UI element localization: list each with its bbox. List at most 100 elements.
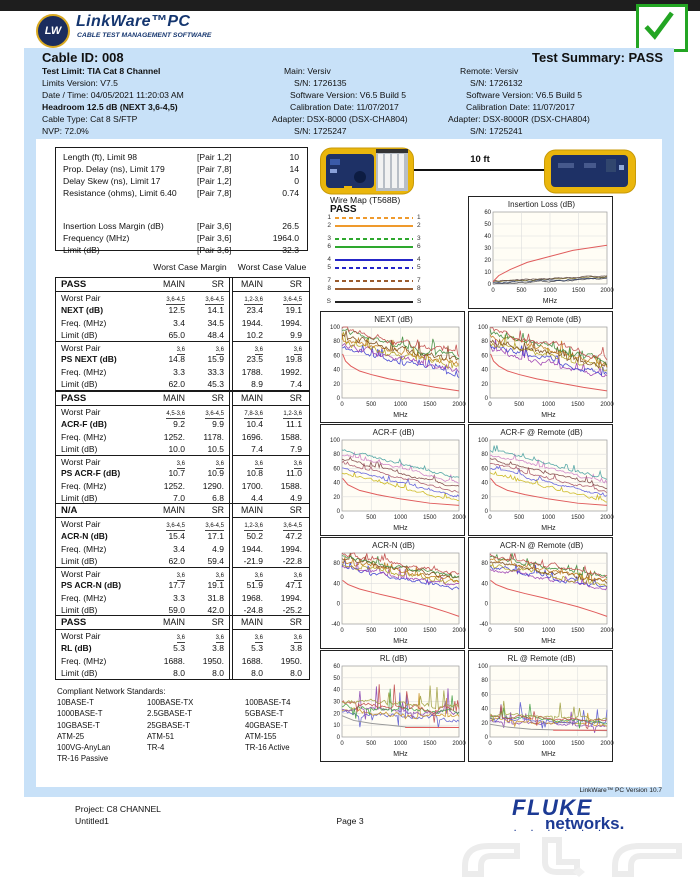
- table-cell: 47.1: [285, 580, 302, 591]
- table-cell: 1700.: [241, 480, 263, 491]
- watermark: [462, 837, 682, 877]
- svg-text:1500: 1500: [423, 402, 437, 408]
- length-table-row: Limit (dB) [Pair 3,6] 32.3: [56, 244, 307, 256]
- worst-pair-value: 3,6: [293, 347, 302, 355]
- table-cell: 10.5: [207, 443, 224, 454]
- svg-text:2000: 2000: [600, 288, 614, 294]
- software-version-label: LinkWare™ PC Version 10.7: [579, 787, 663, 794]
- table-cell: 4,5-3,6: [153, 406, 192, 419]
- table-cell: 1688.: [241, 655, 263, 666]
- length-results-table: Length (ft), Limit 98 [Pair 1,2] 10 Prop. D…: [55, 147, 308, 255]
- compliant-standards: Compliant Network Standards: 10BASE-T 100…: [57, 686, 327, 765]
- lw-badge-icon: LW: [36, 14, 70, 48]
- table-cell: PASS: [56, 392, 153, 406]
- table-cell: 33.3: [207, 366, 224, 377]
- svg-text:500: 500: [514, 515, 525, 521]
- table-cell: 62.0: [168, 378, 185, 389]
- summary-left-line: Headroom 12.5 dB (NEXT 3,6-4,5): [42, 101, 178, 112]
- worst-case-value-header: Worst Case Value: [237, 262, 307, 272]
- standards-grid: 10BASE-T 100BASE-TX 100BASE-T4 1000BASE-T 2.…: [57, 697, 327, 765]
- table-cell: 7,8-3,6: [231, 406, 270, 419]
- summary-remote-line: Remote: Versiv: [460, 66, 519, 76]
- svg-text:100: 100: [478, 325, 489, 331]
- length-row-pair: [Pair 1,2]: [197, 176, 232, 186]
- length-row-value: 14: [289, 164, 299, 174]
- svg-text:2000: 2000: [452, 515, 466, 521]
- summary-left-line: Test Limit: TIA Cat 8 Channel: [42, 66, 161, 76]
- svg-text:2000: 2000: [452, 741, 466, 747]
- svg-text:0: 0: [485, 735, 489, 741]
- svg-text:50: 50: [484, 222, 491, 228]
- svg-text:20: 20: [333, 382, 340, 388]
- table-cell: 7.4: [290, 378, 302, 389]
- svg-text:-40: -40: [331, 622, 340, 628]
- svg-text:MHz: MHz: [541, 751, 556, 758]
- svg-text:20: 20: [481, 495, 488, 501]
- project-label: Project: C8 CHANNEL: [75, 804, 161, 814]
- standard-item: ATM-25: [57, 731, 85, 741]
- worst-pair-value: 3,6: [215, 347, 224, 355]
- table-cell: SR: [192, 278, 231, 292]
- svg-text:0: 0: [337, 602, 341, 608]
- wire-pin-left: 2: [327, 222, 331, 229]
- length-table-row: Delay Skew (ns), Limit 17 [Pair 1,2] 0: [56, 175, 307, 187]
- logo-dots: · · · · · ·: [514, 826, 608, 835]
- table-cell: 3,6: [270, 630, 309, 643]
- standard-item: TR-16 Active: [245, 743, 290, 753]
- svg-text:0: 0: [485, 509, 489, 515]
- table-cell: 51.9: [246, 580, 263, 591]
- table-cell: 14.1: [207, 305, 224, 316]
- table-cell: 59.4: [207, 555, 224, 566]
- table-cell: 3,6: [231, 341, 270, 355]
- wire-line: [335, 217, 413, 219]
- standard-item: 10GBASE-T: [57, 720, 100, 730]
- table-cell: 11.0: [286, 468, 302, 479]
- svg-text:100: 100: [478, 664, 489, 670]
- table-cell: 3.8: [290, 643, 302, 654]
- table-cell: RL (dB): [61, 643, 92, 654]
- length-row-label: Prop. Delay (ns), Limit 179: [63, 164, 165, 174]
- length-row-label: Frequency (MHz): [63, 233, 130, 243]
- table-cell: 1588.: [280, 480, 302, 491]
- svg-text:2000: 2000: [600, 515, 614, 521]
- table-cell: 3,6: [231, 630, 270, 643]
- summary-remote-line: Adapter: DSX-8000R (DSX-CHA804): [448, 113, 590, 124]
- summary-remote-line: Software Version: V6.5 Build 5: [466, 89, 583, 100]
- svg-text:80: 80: [481, 452, 488, 458]
- svg-text:80: 80: [481, 678, 488, 684]
- table-cell: 10.2: [246, 329, 263, 340]
- table-cell: 1252.: [163, 431, 185, 442]
- standard-item: TR-16 Passive: [57, 754, 109, 764]
- svg-text:80: 80: [333, 339, 340, 345]
- standard-item: 1000BASE-T: [57, 709, 103, 719]
- table-cell: 3.4: [173, 543, 185, 554]
- rl-chart: 0 10 20 30 40 50 60 0 500 1000 1500 2000 RL (dB) MHz: [320, 650, 466, 762]
- table-cell: 3,6-4,5: [192, 292, 231, 305]
- worst-pair-value: 3,6: [254, 347, 263, 355]
- remote-tester-device: [544, 149, 636, 194]
- table-cell: -25.2: [282, 604, 302, 615]
- wire-map-title: Wire Map (T568B): [330, 195, 401, 205]
- standard-item: 2.5GBASE-T: [147, 709, 193, 719]
- table-cell: 3.4: [173, 317, 185, 328]
- svg-text:1000: 1000: [394, 741, 408, 747]
- summary-left-line: Date / Time: 04/05/2021 11:20:03 AM: [42, 89, 184, 100]
- table-cell: 23.4: [246, 305, 263, 316]
- main-tester-device: [320, 147, 414, 195]
- length-table-row: Frequency (MHz) [Pair 3,6] 1964.0: [56, 232, 307, 244]
- table-cell: 62.0: [168, 555, 185, 566]
- table-column-divider: [229, 392, 233, 504]
- svg-text:80: 80: [481, 339, 488, 345]
- wire-line: [335, 238, 413, 240]
- table-cell: 3,6: [270, 341, 309, 355]
- table-cell: Worst Pair: [61, 631, 101, 641]
- length-table-row: Insertion Loss Margin (dB) [Pair 3,6] 26.5: [56, 220, 307, 232]
- standard-item: 5GBASE-T: [245, 709, 284, 719]
- wire-pin-right: 7: [417, 277, 421, 284]
- svg-text:60: 60: [333, 353, 340, 359]
- table-cell: SR: [270, 278, 309, 292]
- wire-line: [335, 225, 413, 227]
- table-cell: MAIN: [153, 392, 192, 406]
